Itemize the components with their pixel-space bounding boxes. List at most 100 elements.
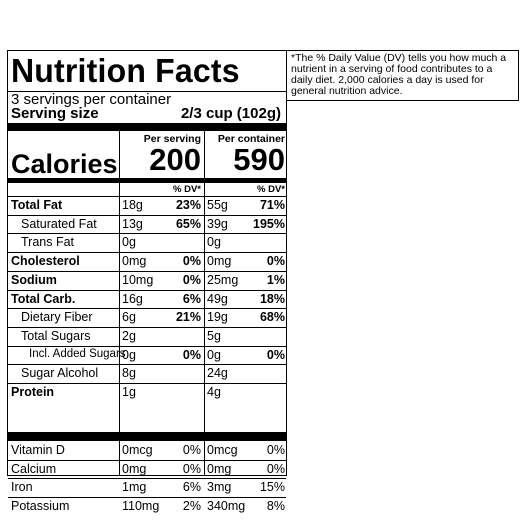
serving-amount: 8g <box>122 366 136 381</box>
container-amount: 4g <box>207 385 221 399</box>
serving-dv: 6% <box>182 291 201 306</box>
vitamin-row: Calcium 0mg 0% 0mg 0% <box>8 462 286 481</box>
nutrient-row: Total Carb. 16g 6% 49g 18% <box>8 292 286 311</box>
serving-amount: 0g <box>122 347 136 362</box>
column-divider-1-vitamins <box>119 441 120 475</box>
dv-header-serving: % DV* <box>173 184 201 195</box>
thick-rule-calories <box>8 178 286 183</box>
column-divider-2 <box>204 131 205 433</box>
calories-label: Calories <box>11 149 118 179</box>
serving-amount: 0mg <box>122 461 147 476</box>
serving-dv: 6% <box>182 480 201 495</box>
container-amount: 0g <box>207 235 221 250</box>
serving-size-value: 2/3 cup (102g) <box>180 105 281 122</box>
thick-rule-vitamins <box>8 432 286 441</box>
calories-per-serving: 200 <box>149 142 201 177</box>
per-serving-header: Per serving <box>143 133 201 145</box>
nutrient-name: Total Carb. <box>11 291 76 306</box>
column-divider-2-vitamins <box>204 441 205 475</box>
serving-dv: 65% <box>175 216 201 231</box>
nutrient-row: Cholesterol 0mg 0% 0mg 0% <box>8 254 286 273</box>
container-amount: 3mg <box>207 480 232 495</box>
container-dv: 0% <box>266 254 285 269</box>
nutrient-name: Protein <box>11 385 55 399</box>
row-divider <box>8 308 286 310</box>
nutrient-row: Trans Fat 0g 0g <box>8 235 286 254</box>
vitamin-row: Potassium 110mg 2% 340mg 8% <box>8 499 286 518</box>
nutrient-name: Cholesterol <box>11 254 80 269</box>
container-amount: 0g <box>207 347 221 362</box>
nutrient-name: Calcium <box>11 461 57 476</box>
dv-header-container: % DV* <box>257 184 285 195</box>
container-amount: 25mg <box>207 272 239 287</box>
serving-amount: 13g <box>122 216 143 231</box>
column-divider-1 <box>119 131 120 433</box>
serving-amount: 0mg <box>122 254 147 269</box>
container-dv: 18% <box>259 291 285 306</box>
nutrient-row: Incl. Added Sugars 0g 0% 0g 0% <box>8 348 286 367</box>
container-amount: 0mg <box>207 461 232 476</box>
serving-amount: 110mg <box>122 499 160 514</box>
title-rule <box>8 91 286 92</box>
serving-dv: 0% <box>182 443 201 457</box>
nutrient-row: Total Sugars 2g 5g <box>8 329 286 348</box>
nutrient-row: Total Fat 18g 23% 55g 71% <box>8 198 286 217</box>
container-dv: 15% <box>259 480 285 495</box>
nutrient-name: Sodium <box>11 272 57 287</box>
serving-amount: 2g <box>122 328 136 343</box>
row-divider <box>8 459 286 461</box>
nutrient-row: Saturated Fat 13g 65% 39g 195% <box>8 217 286 236</box>
dv-header-rule <box>8 196 286 197</box>
serving-dv: 21% <box>175 310 201 325</box>
container-amount: 39g <box>207 216 228 231</box>
row-divider <box>8 326 286 328</box>
serving-dv: 0% <box>182 254 201 269</box>
nutrient-name: Saturated Fat <box>21 216 97 231</box>
nutrient-row: Protein 1g 4g <box>8 385 286 404</box>
row-divider <box>8 233 286 235</box>
container-dv: 0% <box>266 461 285 476</box>
container-dv: 68% <box>259 310 285 325</box>
nutrition-facts-panel: Nutrition Facts 3 servings per container… <box>7 50 287 513</box>
vitamin-row: Iron 1mg 6% 3mg 15% <box>8 480 286 499</box>
container-amount: 24g <box>207 366 228 381</box>
vitamin-row: Vitamin D 0mcg 0% 0mcg 0% <box>8 443 286 462</box>
serving-amount: 10mg <box>122 272 154 287</box>
row-divider <box>8 364 286 366</box>
nutrient-name: Iron <box>11 480 33 495</box>
serving-dv: 2% <box>182 499 201 514</box>
calories-per-container: 590 <box>233 142 285 177</box>
row-divider <box>8 345 286 347</box>
container-amount: 5g <box>207 328 221 343</box>
container-dv: 195% <box>253 216 285 231</box>
container-amount: 19g <box>207 310 228 325</box>
nutrient-name: Trans Fat <box>21 235 75 250</box>
thick-rule-top <box>8 123 286 131</box>
nutrient-name: Incl. Added Sugars <box>29 347 126 360</box>
container-dv: 0% <box>266 347 285 362</box>
row-divider <box>8 270 286 272</box>
nutrient-name: Sugar Alcohol <box>21 366 99 381</box>
nutrient-row: Sodium 10mg 0% 25mg 1% <box>8 273 286 292</box>
serving-amount: 1g <box>122 385 136 399</box>
serving-amount: 6g <box>122 310 136 325</box>
nutrient-row: Dietary Fiber 6g 21% 19g 68% <box>8 310 286 329</box>
row-divider <box>8 214 286 216</box>
container-amount: 0mg <box>207 254 232 269</box>
daily-value-footnote: *The % Daily Value (DV) tells you how mu… <box>287 50 519 101</box>
row-divider <box>8 497 286 499</box>
row-divider <box>8 383 286 384</box>
serving-amount: 0g <box>122 235 136 250</box>
container-dv: 71% <box>259 198 285 212</box>
nutrient-row: Sugar Alcohol 8g 24g <box>8 366 286 385</box>
nutrient-name: Vitamin D <box>11 443 65 457</box>
row-divider <box>8 252 286 254</box>
nutrient-name: Dietary Fiber <box>21 310 93 325</box>
per-container-header: Per container <box>217 133 285 145</box>
serving-dv: 0% <box>182 461 201 476</box>
serving-amount: 18g <box>122 198 143 212</box>
container-amount: 340mg <box>207 499 246 514</box>
nutrient-name: Potassium <box>11 499 70 514</box>
container-amount: 55g <box>207 198 228 212</box>
serving-amount: 16g <box>122 291 143 306</box>
